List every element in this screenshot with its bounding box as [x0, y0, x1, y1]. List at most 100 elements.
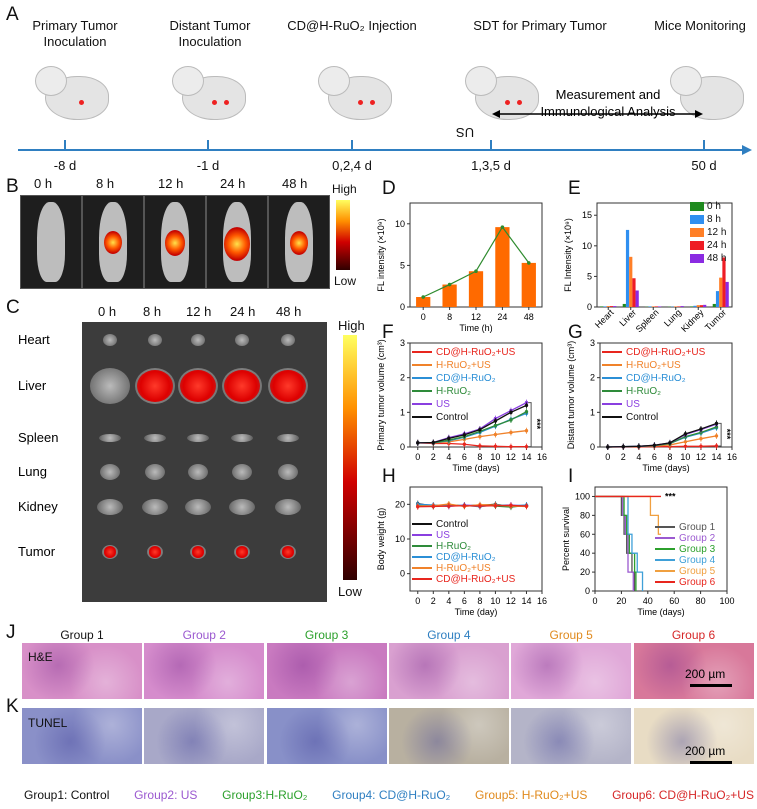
y-tick-label: 0 [400, 569, 405, 579]
legend-swatch [412, 523, 432, 526]
legend-swatch [655, 570, 675, 573]
legend-swatch [412, 534, 432, 537]
x-tick-label: 0 [592, 596, 597, 606]
x-tick-label: 8 [447, 312, 452, 322]
fluorescence-signal [148, 546, 162, 558]
legend-item: H-RuO₂ [412, 385, 515, 398]
x-tick-label: 12 [506, 452, 516, 462]
legend-swatch [655, 548, 675, 551]
legend-label: CD@H-RuO₂+US [436, 574, 516, 585]
scale-high-label: High [332, 182, 357, 196]
significance-label: *** [722, 429, 732, 440]
bar [609, 306, 614, 307]
x-tick-label: 8 [477, 596, 482, 606]
legend-swatch [655, 581, 675, 584]
time-label: 8 h [143, 304, 162, 319]
time-label: 24 h [220, 176, 246, 191]
bar [622, 303, 626, 307]
timeline-date: 1,3,5 d [471, 158, 511, 173]
legend-swatch [412, 377, 432, 380]
legend-item: CD@H-RuO₂ [412, 372, 515, 385]
legend-swatch [690, 253, 704, 263]
legend-item: H-RuO₂+US [412, 359, 515, 372]
panel-label-c: C [6, 297, 20, 318]
legend-label: H-RuO₂+US [436, 360, 491, 371]
legend-label: H-RuO₂ [436, 386, 471, 397]
x-tick-label: 0 [415, 596, 420, 606]
legend-label: Group 4 [679, 555, 716, 566]
timeline-date: -8 d [53, 158, 77, 173]
legend-label: CD@H-RuO₂ [626, 373, 686, 384]
data-point [500, 225, 505, 229]
organ-image [231, 434, 253, 442]
y-tick-label: 2 [590, 373, 595, 383]
legend-swatch [412, 364, 432, 367]
y-tick-label: 80 [580, 510, 590, 520]
tunel-micrograph [633, 708, 754, 764]
y-tick-label: 0 [585, 586, 590, 596]
y-tick-label: 2 [400, 373, 405, 383]
y-axis-label: FL intensity (×10⁹) [376, 218, 386, 291]
legend-item: Group 5 [655, 566, 715, 577]
bar [625, 229, 630, 307]
legend-item: H-RuO₂ [602, 385, 705, 398]
data-point [421, 295, 425, 299]
legend-label: Control [436, 412, 469, 423]
legend-swatch [412, 390, 432, 393]
x-tick-label: 16 [537, 596, 547, 606]
series-line [595, 495, 644, 591]
y-tick-label: 40 [580, 548, 590, 558]
fluorescence-signal [270, 369, 306, 403]
bar [674, 306, 678, 307]
scale-high-label: High [338, 318, 365, 333]
bar [651, 306, 655, 307]
organ-image [144, 434, 166, 442]
x-tick-label: 24 [497, 312, 507, 322]
color-scale-bar [343, 335, 357, 580]
bar [442, 284, 457, 307]
y-tick-label: 15 [582, 210, 592, 220]
he-micrograph [22, 643, 142, 699]
organ-label: Spleen [18, 430, 59, 445]
y-tick-label: 100 [575, 491, 590, 501]
mouse-illustration [35, 62, 115, 124]
y-tick-label: 5 [587, 271, 592, 281]
timeline-date: -1 d [196, 158, 220, 173]
ivis-mouse-image [144, 195, 206, 289]
he-micrograph [511, 643, 632, 699]
plot-frame [596, 202, 733, 308]
organ-image [90, 368, 130, 404]
fluorescence-signal [281, 546, 295, 558]
chart-legend: Group 1 Group 2 Group 3 Group 4 Group 5 Group… [655, 522, 715, 588]
legend-item: H-RuO₂ [412, 541, 515, 552]
panel-label-k: K [6, 696, 19, 717]
bar [719, 277, 723, 307]
fluorescence-signal [289, 230, 309, 256]
x-axis-label: Time (day) [455, 607, 498, 617]
organ-image [191, 334, 205, 346]
x-tick-label: 2 [431, 596, 436, 606]
group-legend-item: Group4: CD@H-RuO₂ [332, 788, 451, 802]
bar [521, 262, 536, 307]
bar [468, 271, 484, 307]
legend-swatch [690, 214, 704, 224]
legend-item: 48 h [690, 252, 726, 265]
x-tick-label: 8 [667, 452, 672, 462]
tunel-micrograph [511, 708, 632, 764]
bar [606, 306, 610, 307]
fluorescence-signal [224, 227, 250, 261]
fluorescence-signal [104, 231, 122, 255]
y-tick-label: 1 [590, 407, 595, 417]
chart-h: 0 10 20 Body weight (g) Time (day) 0 2 4 6 8 10 12 1… [376, 486, 547, 617]
time-label: 0 h [98, 304, 117, 319]
organ-label: Kidney [18, 499, 58, 514]
bar [648, 306, 652, 307]
legend-item: 0 h [690, 200, 726, 213]
x-tick-label: 20 [616, 596, 626, 606]
plot-frame [594, 486, 728, 592]
organ-label: Tumor [18, 544, 56, 559]
tunel-micrograph [266, 708, 387, 764]
legend-item: Group 1 [655, 522, 715, 533]
